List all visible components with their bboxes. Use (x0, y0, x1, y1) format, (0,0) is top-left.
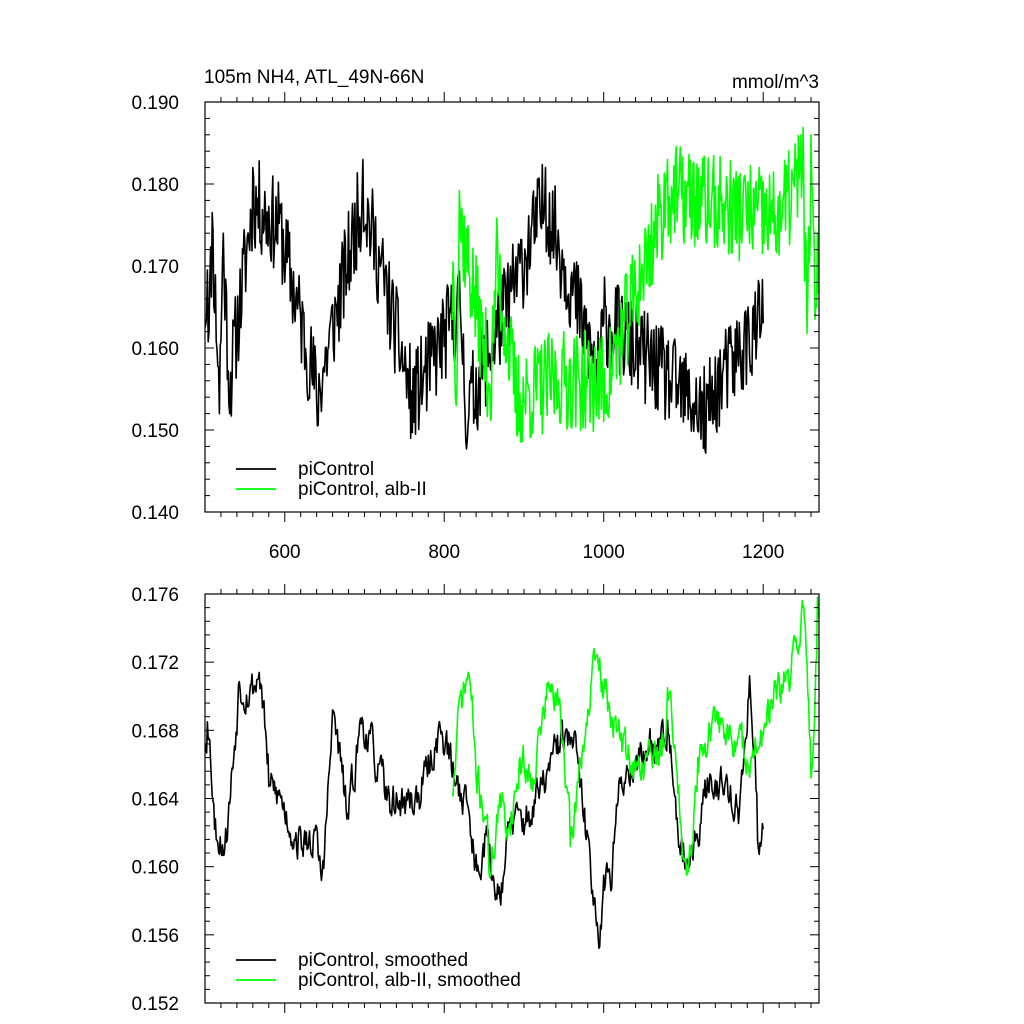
y-tick-label: 0.150 (131, 421, 179, 442)
panel-top: 0.140 0.150 0.160 0.170 0.180 0.190 600 800 1000… (131, 92, 820, 563)
y-tick-label: 0.152 (131, 994, 179, 1015)
legend-label: piControl (298, 459, 374, 480)
plot-frame (204, 101, 820, 513)
plot-title-left: 105m NH4, ATL_49N-66N (204, 67, 424, 88)
series-line-alb-ii (451, 126, 819, 443)
panel-bottom: 0.152 0.156 0.160 0.164 0.168 0.172 0.176 piCon… (131, 584, 820, 1015)
y-tick-label: 0.170 (131, 257, 179, 278)
y-tick-label: 0.160 (131, 858, 179, 879)
y-tick-label: 0.172 (131, 653, 179, 674)
y-tick-label: 0.160 (131, 339, 179, 360)
x-tick-label: 600 (269, 542, 301, 563)
y-tick-label: 0.164 (131, 790, 179, 811)
x-tick-label: 800 (428, 542, 460, 563)
plot-title-right: mmol/m^3 (732, 72, 819, 93)
series-line-alb-ii (451, 596, 819, 879)
y-tick-label: 0.168 (131, 721, 179, 742)
legend-label: piControl, alb-II (298, 479, 427, 500)
y-tick-label: 0.176 (131, 585, 179, 606)
y-tick-label: 0.140 (131, 503, 179, 524)
legend-label: piControl, alb-II, smoothed (298, 970, 521, 991)
series-line-picontrol (205, 158, 764, 454)
x-tick-label: 1000 (583, 542, 625, 563)
y-tick-label: 0.156 (131, 926, 179, 947)
legend-label: piControl, smoothed (298, 950, 468, 971)
y-tick-label: 0.190 (131, 93, 179, 114)
y-tick-label: 0.180 (131, 175, 179, 196)
series-line-picontrol (205, 671, 764, 949)
plot-frame (204, 593, 820, 1004)
x-tick-label: 1200 (742, 542, 784, 563)
